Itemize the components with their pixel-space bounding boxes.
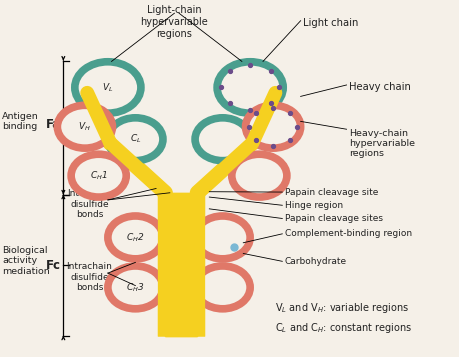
Text: Carbohydrate: Carbohydrate (285, 257, 347, 266)
Text: Light chain: Light chain (303, 18, 358, 28)
Text: Heavy-chain
hypervariable
regions: Heavy-chain hypervariable regions (349, 129, 415, 158)
Circle shape (195, 216, 250, 259)
Circle shape (75, 62, 141, 113)
Circle shape (108, 216, 163, 259)
Text: V$_L$: V$_L$ (102, 81, 113, 94)
FancyBboxPatch shape (165, 193, 197, 336)
Text: C$_H$2: C$_H$2 (126, 231, 145, 244)
Text: V$_L$ and V$_H$: variable regions: V$_L$ and V$_H$: variable regions (275, 301, 409, 315)
Circle shape (217, 62, 283, 113)
Text: Hinge region: Hinge region (285, 201, 343, 210)
Text: C$_L$ and C$_H$: constant regions: C$_L$ and C$_H$: constant regions (275, 321, 413, 336)
Text: V$_H$: V$_H$ (78, 120, 91, 133)
Text: Complement-binding region: Complement-binding region (285, 229, 412, 238)
Circle shape (57, 105, 112, 148)
Text: Biological
activity
mediation: Biological activity mediation (2, 246, 50, 276)
Text: Papain cleavage site: Papain cleavage site (285, 187, 378, 197)
Text: Light-chain
hypervariable
regions: Light-chain hypervariable regions (140, 5, 208, 39)
Text: Interchain
disulfide
bonds: Interchain disulfide bonds (67, 189, 112, 219)
Text: Fab: Fab (46, 119, 69, 131)
Circle shape (232, 154, 287, 197)
Text: Heavy chain: Heavy chain (349, 82, 411, 92)
Text: Fc: Fc (46, 260, 61, 272)
Text: Intrachain
disulfide
bonds: Intrachain disulfide bonds (67, 262, 112, 292)
Text: C$_H$1: C$_H$1 (90, 169, 107, 182)
Circle shape (71, 154, 126, 197)
Circle shape (108, 266, 163, 309)
Text: C$_L$: C$_L$ (129, 133, 141, 146)
Circle shape (108, 118, 163, 161)
Circle shape (246, 105, 301, 148)
Text: Antigen
binding: Antigen binding (2, 112, 39, 131)
Text: Papain cleavage sites: Papain cleavage sites (285, 214, 383, 223)
Circle shape (195, 118, 250, 161)
FancyBboxPatch shape (165, 193, 197, 336)
Text: C$_H$3: C$_H$3 (126, 281, 145, 294)
Circle shape (195, 266, 250, 309)
